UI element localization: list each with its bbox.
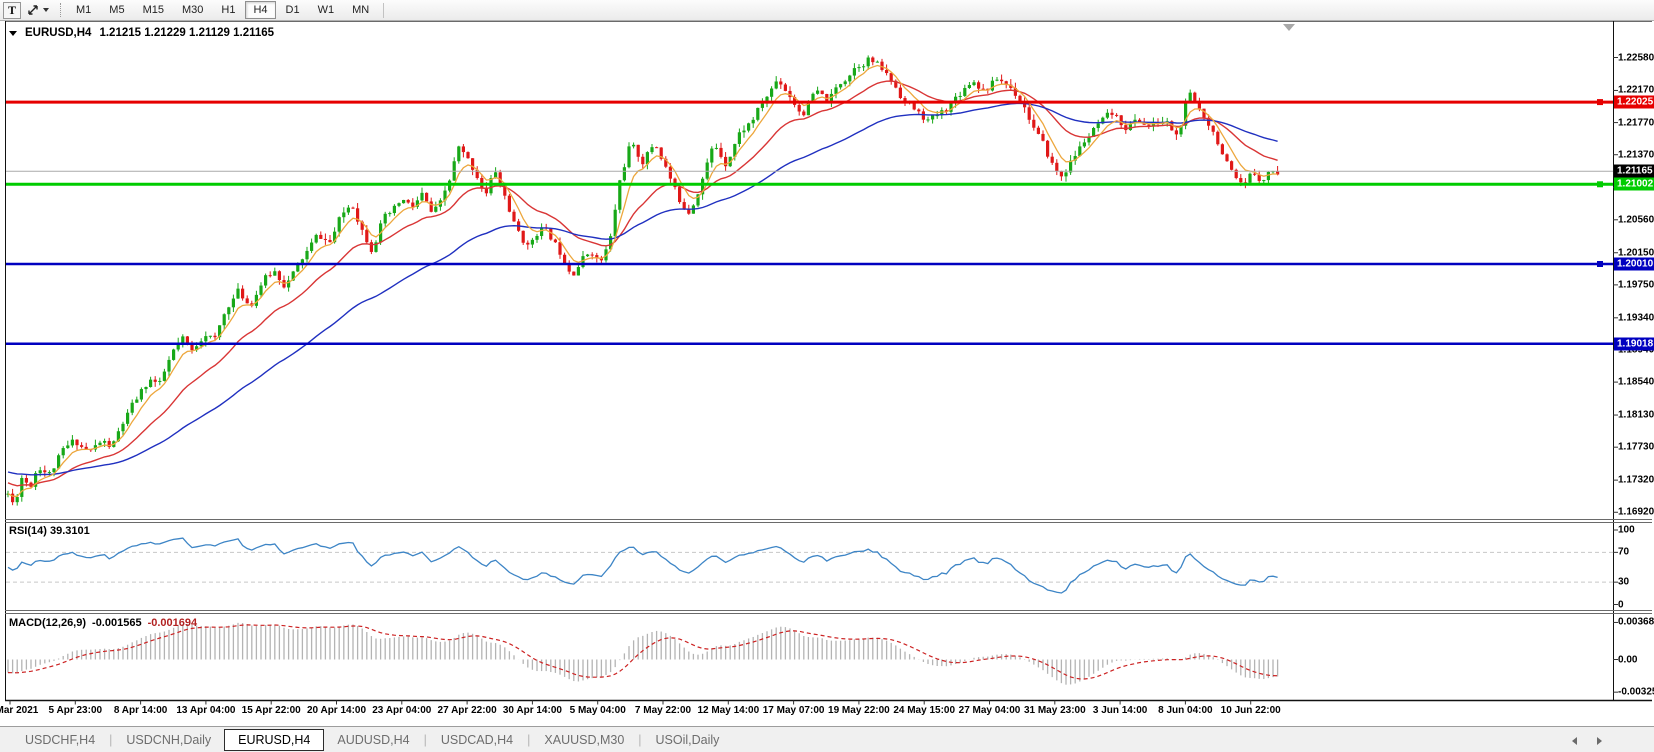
date-axis-label: 12 May 14:00 (697, 705, 760, 716)
tab-usdchf-h4[interactable]: USDCHF,H4 (25, 732, 96, 747)
chevron-down-icon (43, 8, 49, 12)
timeframe-button-m30[interactable]: M30 (181, 4, 204, 16)
date-axis-label: 23 Apr 04:00 (372, 705, 432, 716)
date-axis-label: 31 Mar 2021 (0, 705, 39, 716)
tab-scroll-right-icon[interactable] (1597, 737, 1602, 745)
timeframe-button-w1[interactable]: W1 (317, 4, 335, 16)
timeframe-button-mn[interactable]: MN (352, 4, 370, 16)
price-axis-label: 1.17730 (1618, 441, 1654, 453)
date-axis-label: 8 Jun 04:00 (1158, 705, 1213, 716)
date-axis-label: 15 Apr 22:00 (241, 705, 301, 716)
symbol-tabbar: USDCHF,H4 | USDCNH,Daily EURUSD,H4 AUDUSD,H4… (0, 726, 1654, 752)
toolbar: T M1 M5 M15 M30 H1 H4 D1 W1 MN (0, 0, 1654, 21)
date-axis-label: 7 May 22:00 (634, 705, 692, 716)
timeframe-button-d1[interactable]: D1 (285, 4, 300, 16)
price-axis-label: 1.17320 (1618, 474, 1654, 486)
rsi-axis-label: 30 (1618, 576, 1630, 588)
price-axis-label: 1.19750 (1618, 279, 1654, 291)
tab-scroll-left-icon[interactable] (1572, 737, 1577, 745)
price-axis-label: 1.16920 (1618, 506, 1654, 518)
price-axis-label: 1.22170 (1618, 84, 1654, 96)
price-axis-label: 1.18540 (1618, 376, 1654, 388)
price-label-resistance-red: 1.22025 (1614, 95, 1654, 109)
price-axis-label: 1.19340 (1618, 312, 1654, 324)
date-axis-label: 13 Apr 04:00 (176, 705, 236, 716)
price-axis-label: 1.18130 (1618, 409, 1654, 421)
date-axis-label: 27 Apr 22:00 (437, 705, 497, 716)
timeframe-button-m15[interactable]: M15 (142, 4, 164, 16)
macd-axis-label: 0.003686 (1618, 616, 1654, 628)
tab-usdcnh-daily[interactable]: USDCNH,Daily (126, 732, 212, 747)
macd-label: MACD(12,26,9) -0.001565 -0.001694 (9, 617, 197, 629)
tab-separator: | (527, 732, 531, 747)
rsi-axis-label: 0 (1618, 599, 1624, 610)
macd-axis-label: -0.00325 (1618, 686, 1654, 698)
tab-list: USDCHF,H4 | USDCNH,Daily EURUSD,H4 AUDUSD,H4… (12, 728, 732, 751)
tab-usoil-daily[interactable]: USOil,Daily (655, 732, 720, 747)
date-axis-label: 20 Apr 14:00 (306, 705, 367, 716)
rsi-label: RSI(14) 39.3101 (9, 525, 90, 537)
date-axis-label: 24 May 15:00 (893, 705, 956, 716)
tab-usdcad-h4[interactable]: USDCAD,H4 (440, 732, 514, 747)
timeframe-button-group: M1 M5 M15 M30 H1 H4 D1 W1 MN (67, 1, 378, 19)
macd-name: MACD(12,26,9) (9, 617, 87, 629)
macd-value: -0.001565 (92, 617, 142, 629)
collapse-triangle-icon[interactable] (9, 30, 17, 36)
price-label-support-blue-lower: 1.19018 (1614, 337, 1654, 351)
chart-shift-marker (1283, 24, 1295, 31)
timeframe-button-h1[interactable]: H1 (221, 4, 236, 16)
date-axis-label: 30 Apr 14:00 (502, 705, 562, 716)
date-axis-label: 19 May 22:00 (828, 705, 890, 716)
ohlc-values: 1.21215 1.21229 1.21129 1.21165 (99, 27, 275, 39)
chart-title: EURUSD,H4 1.21215 1.21229 1.21129 1.2116… (9, 27, 274, 39)
tab-separator: | (109, 732, 113, 747)
toolbar-separator (383, 2, 385, 18)
price-axis-label: 1.21370 (1618, 149, 1654, 161)
tab-separator: | (638, 732, 642, 747)
timeframe-button-h4[interactable]: H4 (245, 1, 276, 19)
date-axis-label: 5 May 04:00 (569, 705, 626, 716)
macd-axis-label: 0.00 (1618, 654, 1638, 665)
timeframe-button-m1[interactable]: M1 (76, 4, 92, 16)
date-axis-label: 31 May 23:00 (1023, 705, 1086, 716)
price-axis-label: 1.20560 (1618, 214, 1654, 226)
tab-separator: | (423, 732, 427, 747)
price-axis-label: 1.20150 (1618, 247, 1654, 259)
date-axis-label: 3 Jun 14:00 (1092, 705, 1148, 716)
date-axis-label: 17 May 07:00 (762, 705, 825, 716)
toolbar-grip (60, 3, 62, 17)
tab-audusd-h4[interactable]: AUDUSD,H4 (337, 732, 410, 747)
macd-signal-value: -0.001694 (147, 617, 198, 629)
arrows-tool-button[interactable] (23, 2, 53, 19)
price-label-support-green: 1.21002 (1614, 177, 1654, 191)
tab-xauusd-m30[interactable]: XAUUSD,M30 (544, 732, 625, 747)
timeframe-button-m5[interactable]: M5 (109, 4, 125, 16)
price-axis-label: 1.21770 (1618, 117, 1654, 129)
date-axis-label: 10 Jun 22:00 (1220, 705, 1281, 716)
symbol-label: EURUSD,H4 (25, 27, 92, 39)
date-axis-label: 8 Apr 14:00 (113, 705, 168, 716)
tab-eurusd-h4[interactable]: EURUSD,H4 (224, 728, 325, 751)
date-axis-label: 5 Apr 23:00 (48, 705, 103, 716)
price-label-current-price: 1.21165 (1614, 164, 1654, 178)
text-tool-button[interactable]: T (3, 1, 21, 19)
price-label-support-blue-upper: 1.20010 (1614, 257, 1654, 271)
price-axis-label: 1.22580 (1618, 52, 1654, 63)
rsi-axis-label: 70 (1618, 546, 1630, 558)
tab-scroll-arrows (1572, 737, 1602, 745)
date-axis-label: 27 May 04:00 (958, 705, 1021, 716)
arrows-icon (28, 4, 38, 15)
rsi-axis-label: 100 (1618, 524, 1635, 536)
